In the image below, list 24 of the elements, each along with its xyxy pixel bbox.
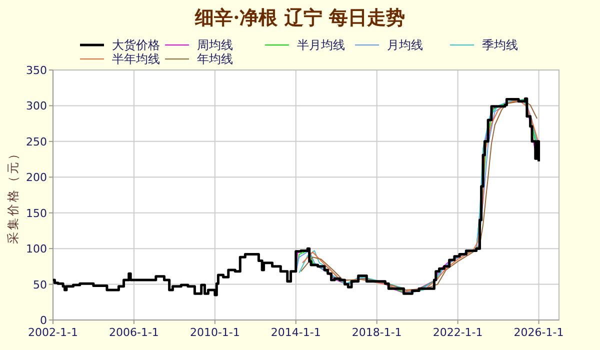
x-tick-label: 2010-1-1 — [190, 326, 240, 339]
chart-title: 细辛·净根 辽宁 每日走势 — [194, 7, 405, 29]
y-tick-label: 0 — [40, 314, 47, 327]
x-tick-label: 2002-1-1 — [28, 326, 78, 339]
y-tick-label: 50 — [33, 278, 47, 292]
y-tick-label: 100 — [26, 242, 47, 256]
legend-label: 周均线 — [197, 38, 233, 52]
y-tick-label: 350 — [26, 64, 47, 77]
x-tick-label: 2006-1-1 — [108, 326, 159, 339]
y-tick-label: 150 — [26, 206, 47, 220]
legend-label: 半月均线 — [297, 38, 345, 52]
legend-label: 半年均线 — [112, 52, 160, 66]
y-tick-label: 200 — [26, 171, 47, 184]
legend-label: 月均线 — [387, 38, 423, 52]
x-tick-label: 2026-1-1 — [514, 326, 564, 339]
y-tick-label: 300 — [26, 100, 47, 113]
y-tick-label: 250 — [26, 135, 47, 148]
x-tick-label: 2018-1-1 — [352, 326, 402, 339]
x-tick-label: 2022-1-1 — [432, 326, 483, 339]
legend-label: 季均线 — [482, 38, 518, 52]
y-axis-title: 采集价格（元） — [6, 146, 20, 244]
legend-label: 年均线 — [197, 52, 233, 66]
legend-label: 大货价格 — [112, 38, 160, 52]
x-tick-label: 2014-1-1 — [270, 326, 321, 339]
